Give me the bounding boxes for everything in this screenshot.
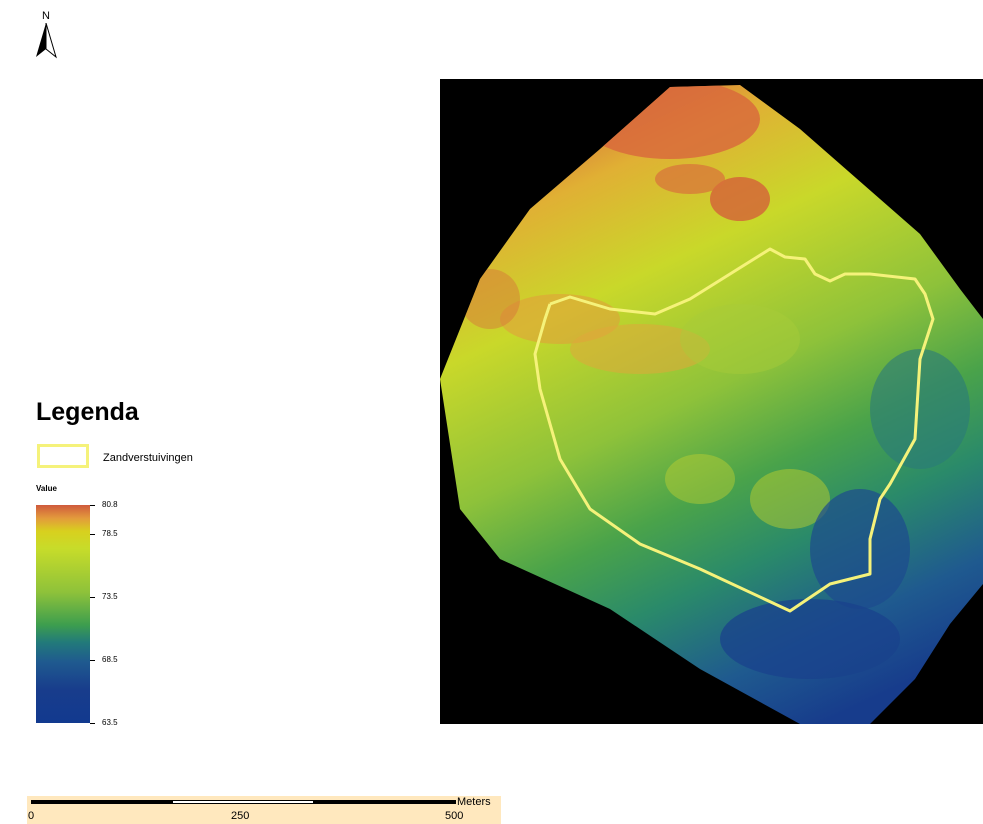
scale-bar-label-250: 250: [231, 810, 250, 822]
north-arrow-icon: [36, 23, 57, 59]
north-letter: N: [42, 10, 50, 22]
ramp-tick-label: 63.5: [102, 718, 118, 727]
elevation-raster: [440, 85, 983, 724]
scale-bar-label-500: 500: [445, 810, 464, 822]
ramp-tick: [90, 505, 95, 506]
zandverstuivingen-swatch: [37, 444, 89, 468]
scale-bar-segment-1: [31, 800, 172, 804]
ramp-tick-label: 78.5: [102, 528, 118, 538]
value-title: Value: [36, 484, 57, 493]
elevation-color-ramp: [36, 505, 90, 723]
scale-bar-segment-3: [314, 800, 456, 804]
ramp-tick: [90, 596, 95, 598]
ramp-tick: [90, 659, 95, 661]
zandverstuivingen-boundary: [533, 247, 935, 613]
ramp-tick: [90, 723, 95, 724]
legend: Legenda Zandverstuivingen Value 80.8 78.5…: [36, 398, 276, 738]
ramp-tick-label: 80.8: [102, 500, 118, 509]
scale-bar: Meters 0 250 500: [27, 796, 507, 824]
elevation-map[interactable]: [440, 79, 983, 724]
zandverstuivingen-label: Zandverstuivingen: [103, 452, 193, 464]
scale-bar-unit: Meters: [457, 796, 491, 808]
legend-title: Legenda: [36, 398, 139, 426]
scale-bar-label-0: 0: [28, 810, 35, 822]
north-arrow: N: [34, 10, 58, 60]
ramp-tick-label: 68.5: [102, 654, 118, 664]
scale-bar-segment-2: [172, 800, 314, 804]
ramp-tick: [90, 533, 95, 535]
ramp-tick-label: 73.5: [102, 591, 118, 601]
